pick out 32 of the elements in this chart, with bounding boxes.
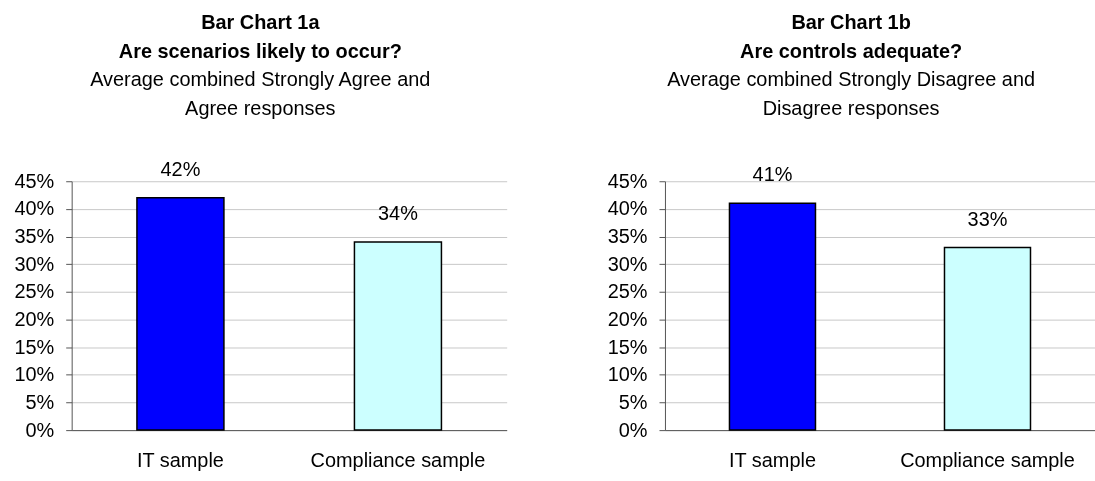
y-tick-label: 20% bbox=[14, 307, 55, 330]
y-tick-label: 30% bbox=[607, 252, 648, 275]
y-tick-label: 15% bbox=[14, 335, 55, 358]
y-tick-label: 10% bbox=[14, 363, 55, 386]
y-tick-label: 0% bbox=[25, 418, 55, 441]
data-label: 33% bbox=[967, 207, 1008, 230]
chart-subtitle: Average combined Strongly Agree and Agree responses bbox=[90, 67, 431, 119]
x-tick-label: Compliance sample bbox=[900, 449, 1075, 472]
y-tick-label: 5% bbox=[618, 390, 648, 413]
y-tick-label: 20% bbox=[607, 307, 648, 330]
y-tick-label: 35% bbox=[14, 225, 55, 248]
y-tick-label: 40% bbox=[14, 197, 55, 220]
x-tick-label: IT sample bbox=[728, 449, 816, 472]
y-tick-label: 40% bbox=[607, 197, 648, 220]
y-tick-label: 35% bbox=[607, 225, 648, 248]
chart-title: Bar Chart 1a Are scenarios likely to occur? bbox=[118, 10, 402, 62]
y-tick-label: 25% bbox=[607, 280, 648, 303]
chart-title: Bar Chart 1b Are controls adequate? bbox=[740, 10, 963, 62]
y-tick-label: 15% bbox=[607, 335, 648, 358]
x-tick-label: IT sample bbox=[136, 449, 224, 472]
y-tick-label: 0% bbox=[618, 418, 648, 441]
data-label: 34% bbox=[378, 202, 418, 225]
y-tick-label: 30% bbox=[14, 252, 55, 275]
y-tick-label: 45% bbox=[607, 169, 648, 192]
data-label: 41% bbox=[752, 163, 793, 186]
x-tick-label: Compliance sample bbox=[310, 449, 486, 472]
data-label: 42% bbox=[160, 157, 201, 180]
y-tick-label: 45% bbox=[14, 169, 55, 192]
y-tick-label: 10% bbox=[607, 363, 648, 386]
chart-subtitle: Average combined Strongly Disagree and Disagree responses bbox=[667, 67, 1036, 119]
y-tick-label: 25% bbox=[14, 280, 55, 303]
y-tick-label: 5% bbox=[25, 390, 55, 413]
